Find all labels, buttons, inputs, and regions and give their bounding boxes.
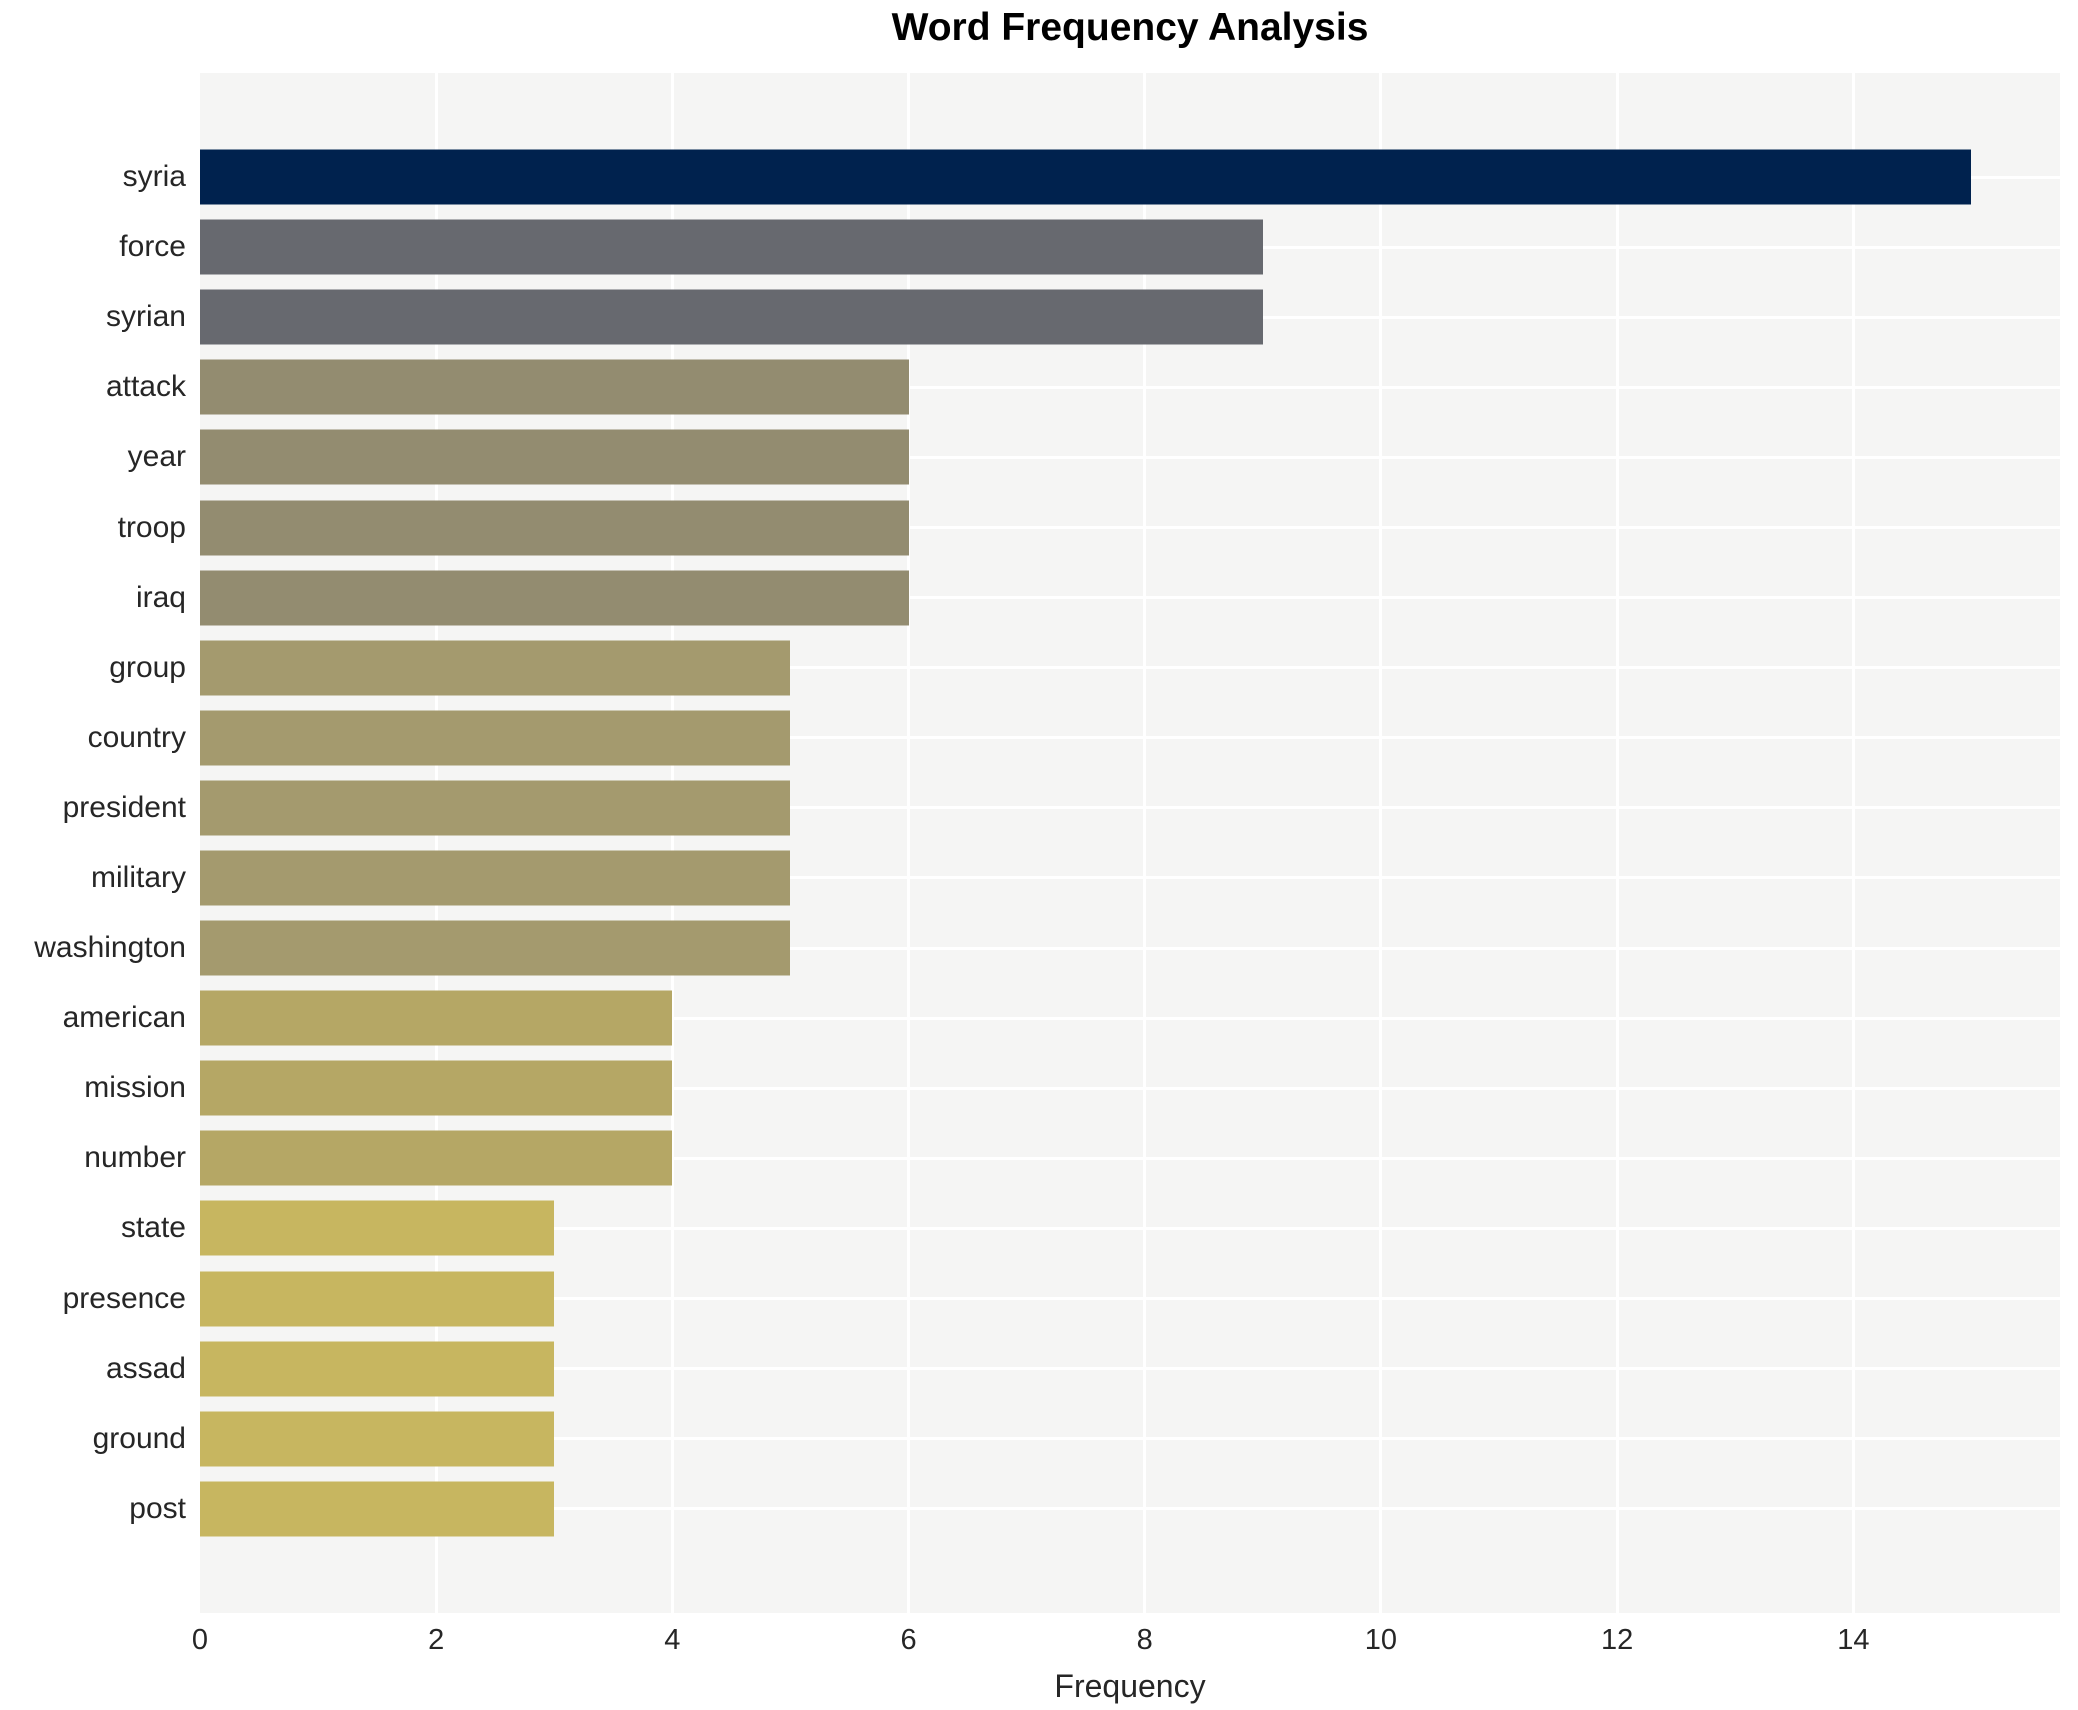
horizontal-gridline <box>200 946 2060 950</box>
bar-row: force <box>119 212 2060 282</box>
bar-row: attack <box>106 352 2060 422</box>
horizontal-gridline <box>200 876 2060 880</box>
x-tick-label-8: 8 <box>1136 1624 1153 1656</box>
bar-troop <box>200 500 909 556</box>
bar-mission <box>200 1060 673 1116</box>
bar-washington <box>200 920 791 976</box>
vertical-gridline <box>670 73 674 1613</box>
bar-row: assad <box>106 1334 2060 1404</box>
y-tick-label-assad: assad <box>105 1351 186 1385</box>
bar-attack <box>200 359 909 415</box>
bar-force <box>200 219 1263 275</box>
plot-area: syria force syrian attack year troop iraq group… <box>34 73 2060 1613</box>
y-tick-label-post: post <box>129 1491 186 1525</box>
bar-row: military <box>91 843 2060 913</box>
bar-row: number <box>84 1123 2060 1193</box>
horizontal-gridline <box>200 1507 2060 1511</box>
horizontal-gridline <box>200 596 2060 600</box>
bar-year <box>200 429 909 485</box>
x-tick-label-0: 0 <box>191 1624 209 1656</box>
y-tick-label-president: president <box>62 790 186 824</box>
y-tick-label-syrian: syrian <box>105 300 186 334</box>
bar-syria <box>200 149 1972 205</box>
bar-row: syrian <box>106 282 2060 352</box>
x-tick-label-4: 4 <box>664 1624 681 1656</box>
y-tick-label-mission: mission <box>84 1071 186 1105</box>
y-tick-label-year: year <box>127 440 186 474</box>
bar-row: country <box>88 703 2060 773</box>
bar-state <box>200 1200 555 1256</box>
y-tick-label-number: number <box>84 1141 186 1175</box>
chart-title: Word Frequency Analysis <box>891 6 1369 49</box>
y-tick-label-ground: ground <box>92 1421 186 1455</box>
horizontal-gridline <box>200 1156 2060 1160</box>
horizontal-gridline <box>200 1437 2060 1441</box>
horizontal-gridline <box>200 1086 2060 1090</box>
y-tick-label-syria: syria <box>122 160 186 194</box>
horizontal-gridline <box>200 666 2060 670</box>
horizontal-gridline <box>200 455 2060 459</box>
bar-ground <box>200 1411 555 1467</box>
bar-row: presence <box>63 1264 2060 1334</box>
bar-syrian <box>200 289 1263 345</box>
bar-american <box>200 990 673 1046</box>
horizontal-gridline <box>200 385 2060 389</box>
horizontal-gridline <box>200 526 2060 530</box>
y-tick-label-military: military <box>91 860 186 894</box>
vertical-gridline <box>434 73 438 1613</box>
horizontal-gridline <box>200 1016 2060 1020</box>
bar-military <box>200 850 791 906</box>
y-tick-label-state: state <box>120 1211 186 1245</box>
horizontal-gridline <box>200 736 2060 740</box>
y-tick-label-presence: presence <box>62 1281 186 1315</box>
vertical-gridline <box>1851 73 1855 1613</box>
bar-row: state <box>121 1193 2060 1263</box>
x-tick-label-14: 14 <box>1837 1624 1870 1656</box>
vertical-gridline <box>1143 73 1147 1613</box>
x-tick-label-2: 2 <box>428 1624 445 1656</box>
bar-row: troop <box>118 492 2060 562</box>
vertical-gridline <box>907 73 911 1613</box>
vertical-gridline <box>1379 73 1383 1613</box>
y-tick-label-attack: attack <box>105 370 186 404</box>
horizontal-gridline <box>200 1367 2060 1371</box>
bar-country <box>200 710 791 766</box>
bar-row: ground <box>93 1404 2060 1474</box>
x-axis-ticks: 0 2 4 6 8 10 12 14 <box>192 1624 2060 1664</box>
y-tick-label-country: country <box>87 720 186 754</box>
y-tick-label-troop: troop <box>117 510 186 544</box>
x-axis-label: Frequency <box>1054 1668 1206 1704</box>
bar-row: president <box>63 773 2060 843</box>
x-tick-label-12: 12 <box>1601 1624 1634 1656</box>
bar-rows: syria force syrian attack year troop iraq group… <box>34 142 2060 1544</box>
y-tick-label-washington: washington <box>34 931 186 965</box>
bar-post <box>200 1481 555 1537</box>
bar-row: post <box>129 1474 2060 1544</box>
bar-group <box>200 640 791 696</box>
bar-president <box>200 780 791 836</box>
x-tick-label-6: 6 <box>900 1624 917 1656</box>
bar-row: iraq <box>136 563 2060 633</box>
horizontal-gridline <box>200 806 2060 810</box>
bar-row: washington <box>34 913 2060 983</box>
horizontal-gridline <box>200 1226 2060 1230</box>
bar-row: year <box>128 422 2060 492</box>
bar-row: syria <box>123 142 2060 212</box>
bar-iraq <box>200 570 909 626</box>
y-tick-label-force: force <box>119 230 186 264</box>
horizontal-gridline <box>200 1297 2060 1301</box>
bar-row: group <box>109 633 2060 703</box>
x-tick-label-10: 10 <box>1364 1624 1398 1656</box>
bar-row: mission <box>84 1053 2060 1123</box>
vertical-gridline <box>1615 73 1619 1613</box>
bar-row: american <box>63 983 2060 1053</box>
y-tick-label-group: group <box>109 650 186 684</box>
y-tick-label-iraq: iraq <box>135 580 186 614</box>
bar-number <box>200 1130 673 1186</box>
bar-assad <box>200 1341 555 1397</box>
y-tick-label-american: american <box>62 1001 186 1035</box>
bar-presence <box>200 1271 555 1327</box>
